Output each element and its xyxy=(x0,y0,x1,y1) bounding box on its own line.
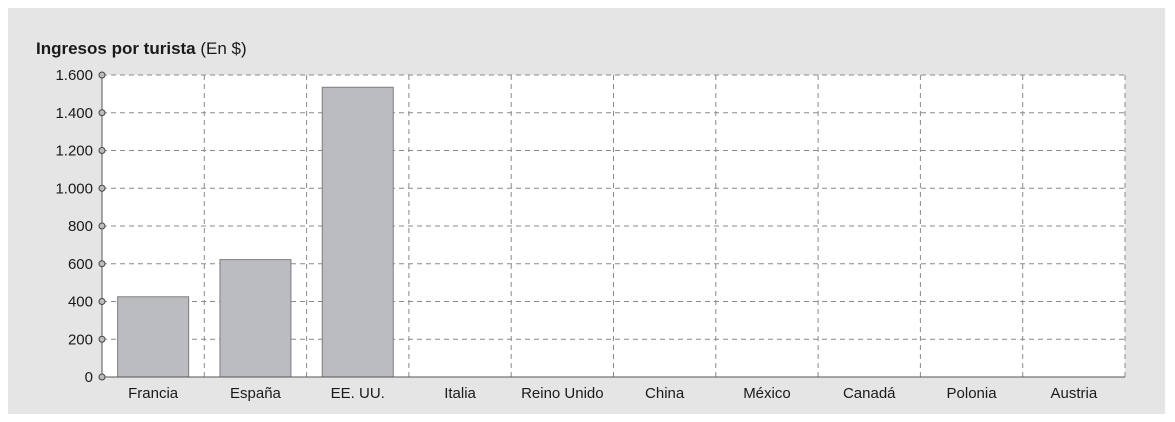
x-tick-label: Canadá xyxy=(843,385,896,402)
y-tick-marker xyxy=(98,335,106,343)
x-tick-label: Francia xyxy=(128,385,179,402)
x-tick-label: Reino Unido xyxy=(521,385,604,402)
x-tick-label: España xyxy=(230,385,282,402)
x-tick-label: México xyxy=(743,385,791,402)
y-tick-label: 0 xyxy=(85,369,93,386)
y-tick-label: 1.200 xyxy=(55,143,93,160)
y-tick-label: 1.600 xyxy=(55,67,93,84)
chart-title: Ingresos por turista xyxy=(36,39,196,58)
y-tick-label: 1.000 xyxy=(55,180,93,197)
y-tick-marker xyxy=(98,373,106,381)
bar-espa-a xyxy=(219,259,292,378)
x-tick-label: Italia xyxy=(444,385,476,402)
y-tick-marker xyxy=(98,109,106,117)
x-tick-label: Polonia xyxy=(947,385,998,402)
x-tick-labels: Francia España EE. UU. Italia Reino Unido Chi… xyxy=(128,385,1098,402)
y-tick-marker xyxy=(98,260,106,268)
axes xyxy=(98,71,1125,381)
y-tick-marker xyxy=(98,298,106,305)
y-tick-marker xyxy=(98,184,106,192)
bars xyxy=(117,86,394,378)
bar-francia xyxy=(117,296,190,378)
y-tick-marker xyxy=(98,147,106,154)
bar-ee-uu- xyxy=(321,86,394,378)
y-tick-label: 800 xyxy=(68,218,93,235)
chart-subtitle: (En $) xyxy=(200,39,247,58)
y-tick-label: 1.400 xyxy=(55,105,93,122)
y-tick-marker xyxy=(98,71,106,79)
x-tick-label: Austria xyxy=(1051,385,1098,402)
x-tick-label: China xyxy=(645,385,685,402)
x-tick-label: EE. UU. xyxy=(331,385,385,402)
y-tick-label: 200 xyxy=(68,331,93,348)
y-tick-marker xyxy=(98,222,106,230)
chart-title-group: Ingresos por turista (En $) xyxy=(36,39,247,59)
y-tick-labels: 0 200 400 600 800 1.000 1.200 1.400 1.600 xyxy=(55,67,93,386)
y-tick-label: 600 xyxy=(68,256,93,273)
y-tick-label: 400 xyxy=(68,294,93,311)
